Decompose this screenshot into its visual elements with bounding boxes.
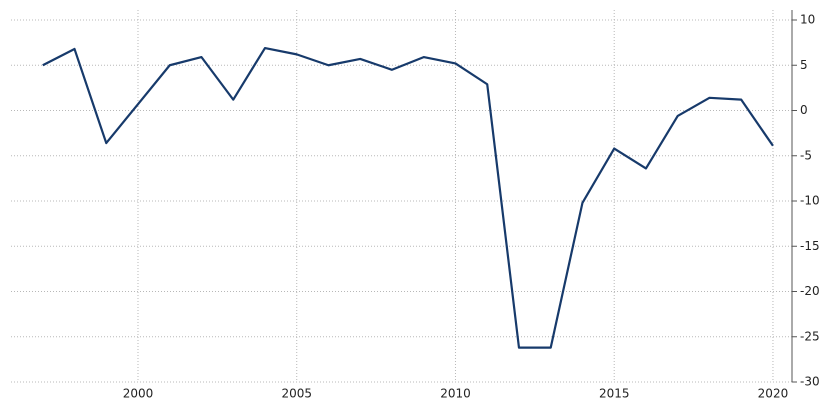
data-line xyxy=(42,46,774,349)
y-tick-label: 5 xyxy=(800,58,808,72)
x-tick-label: 2000 xyxy=(123,387,154,401)
x-tick-label: 2015 xyxy=(599,387,630,401)
x-tick-label: 2010 xyxy=(440,387,471,401)
y-tick-label: -15 xyxy=(800,239,820,253)
y-tick-label: 0 xyxy=(800,103,808,117)
x-tick-label: 2005 xyxy=(281,387,312,401)
y-tick-label: -5 xyxy=(800,148,812,162)
y-tick-label: -10 xyxy=(800,194,820,208)
y-tick-label: -20 xyxy=(800,284,820,298)
y-tick-label: -25 xyxy=(800,329,820,343)
y-tick-label: -30 xyxy=(800,375,820,389)
y-tick-label: 10 xyxy=(800,13,815,27)
x-tick-label: 2020 xyxy=(758,387,789,401)
